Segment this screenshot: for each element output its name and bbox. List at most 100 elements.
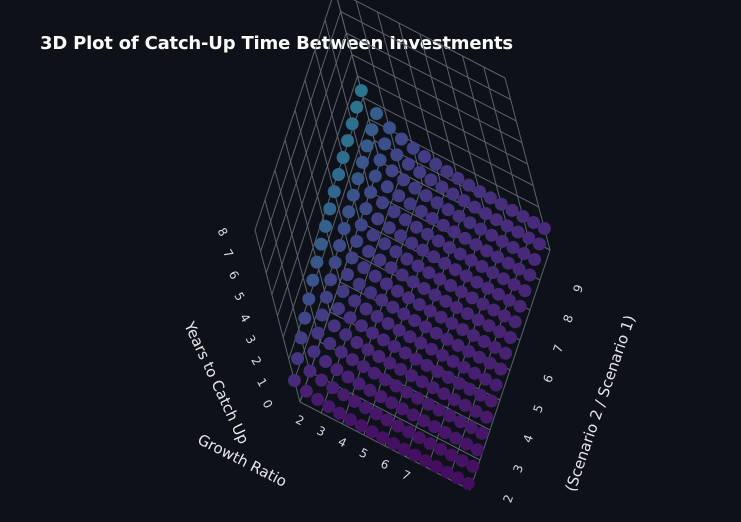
data-point[interactable]: [361, 343, 374, 356]
data-point[interactable]: [427, 250, 440, 263]
data-point[interactable]: [350, 336, 363, 349]
data-point[interactable]: [432, 235, 445, 248]
data-point[interactable]: [323, 337, 336, 350]
data-point[interactable]: [368, 367, 381, 380]
data-point[interactable]: [333, 239, 346, 252]
data-point[interactable]: [383, 357, 396, 370]
data-point[interactable]: [371, 310, 384, 323]
data-point[interactable]: [402, 158, 415, 171]
data-point[interactable]: [350, 235, 363, 248]
data-point[interactable]: [388, 340, 401, 353]
data-point[interactable]: [346, 117, 359, 130]
data-point[interactable]: [475, 427, 488, 440]
data-point[interactable]: [330, 363, 343, 376]
data-point[interactable]: [378, 137, 391, 150]
data-point[interactable]: [390, 148, 403, 161]
data-point[interactable]: [370, 107, 383, 120]
data-point[interactable]: [337, 388, 350, 401]
data-point[interactable]: [413, 298, 426, 311]
data-point[interactable]: [319, 355, 332, 368]
data-point[interactable]: [348, 395, 361, 408]
data-point[interactable]: [397, 173, 410, 186]
data-point[interactable]: [288, 374, 301, 387]
data-point[interactable]: [306, 274, 319, 287]
data-point[interactable]: [328, 319, 341, 332]
data-point[interactable]: [386, 301, 399, 314]
data-point[interactable]: [316, 309, 329, 322]
data-point[interactable]: [385, 261, 398, 274]
data-point[interactable]: [381, 180, 394, 193]
data-point[interactable]: [365, 123, 378, 136]
data-point[interactable]: [389, 245, 402, 258]
data-point[interactable]: [359, 202, 372, 215]
data-point[interactable]: [310, 256, 323, 269]
data-point[interactable]: [518, 284, 531, 297]
data-point[interactable]: [350, 101, 363, 114]
data-point[interactable]: [367, 229, 380, 242]
data-point[interactable]: [395, 133, 408, 146]
data-point[interactable]: [485, 395, 498, 408]
data-point[interactable]: [347, 189, 360, 202]
data-point[interactable]: [462, 477, 475, 490]
data-point[interactable]: [418, 150, 431, 163]
data-point[interactable]: [332, 302, 345, 315]
data-point[interactable]: [403, 330, 416, 343]
data-point[interactable]: [386, 164, 399, 177]
data-point[interactable]: [538, 222, 551, 235]
data-point[interactable]: [394, 363, 407, 376]
data-point[interactable]: [382, 317, 395, 330]
data-point[interactable]: [400, 253, 413, 266]
data-point[interactable]: [315, 374, 328, 387]
data-point[interactable]: [329, 256, 342, 269]
data-point[interactable]: [355, 218, 368, 231]
data-point[interactable]: [357, 360, 370, 373]
data-point[interactable]: [443, 241, 456, 254]
data-point[interactable]: [363, 384, 376, 397]
data-point[interactable]: [355, 84, 368, 97]
data-point[interactable]: [337, 151, 350, 164]
data-point[interactable]: [442, 203, 455, 216]
data-point[interactable]: [474, 223, 487, 236]
data-point[interactable]: [446, 188, 459, 201]
data-point[interactable]: [373, 254, 386, 267]
data-point[interactable]: [377, 333, 390, 346]
data-point[interactable]: [437, 219, 450, 232]
data-point[interactable]: [366, 327, 379, 340]
data-point[interactable]: [391, 285, 404, 298]
data-point[interactable]: [342, 205, 355, 218]
data-point[interactable]: [499, 347, 512, 360]
data-point[interactable]: [353, 278, 366, 291]
data-point[interactable]: [374, 154, 387, 167]
data-point[interactable]: [335, 346, 348, 359]
data-point[interactable]: [311, 327, 324, 340]
data-point[interactable]: [421, 228, 434, 241]
data-point[interactable]: [424, 173, 437, 186]
data-point[interactable]: [462, 179, 475, 192]
data-point[interactable]: [361, 139, 374, 152]
data-point[interactable]: [383, 221, 396, 234]
data-point[interactable]: [404, 197, 417, 210]
data-point[interactable]: [412, 260, 425, 273]
data-point[interactable]: [328, 185, 341, 198]
data-point[interactable]: [326, 381, 339, 394]
data-point[interactable]: [468, 201, 481, 214]
data-point[interactable]: [407, 275, 420, 288]
data-point[interactable]: [435, 181, 448, 194]
data-point[interactable]: [405, 237, 418, 250]
data-point[interactable]: [319, 220, 332, 233]
data-point[interactable]: [393, 324, 406, 337]
data-point[interactable]: [332, 168, 345, 181]
data-point[interactable]: [356, 156, 369, 169]
data-point[interactable]: [348, 294, 361, 307]
data-point[interactable]: [341, 134, 354, 147]
data-point[interactable]: [353, 377, 366, 390]
data-point[interactable]: [457, 194, 470, 207]
data-point[interactable]: [408, 182, 421, 195]
data-point[interactable]: [420, 189, 433, 202]
data-point[interactable]: [396, 269, 409, 282]
data-point[interactable]: [302, 293, 315, 306]
data-point[interactable]: [360, 303, 373, 316]
data-point[interactable]: [364, 186, 377, 199]
data-point[interactable]: [418, 282, 431, 295]
data-point[interactable]: [371, 212, 384, 225]
